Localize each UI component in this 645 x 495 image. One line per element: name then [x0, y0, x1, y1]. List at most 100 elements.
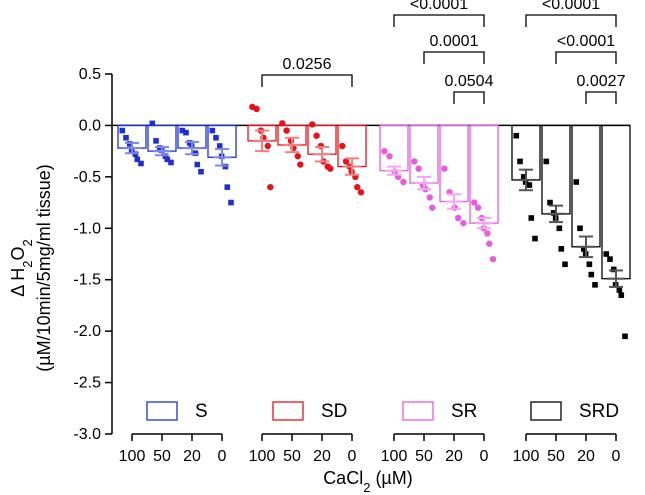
- x-tick-label: 100: [249, 448, 276, 465]
- data-point: [547, 199, 553, 206]
- y-axis-title: Δ H2O2: [8, 239, 35, 297]
- data-point: [386, 153, 393, 160]
- comparisons-group: 0.0256 <0.0001 0.0001 0.0504 <0.0001 <0.0001 0…: [261, 0, 626, 104]
- data-point: [224, 184, 231, 190]
- legend-swatch-SRD: [530, 401, 562, 421]
- data-point: [580, 246, 587, 252]
- x-tick-label: 50: [415, 448, 433, 465]
- data-point: [603, 251, 610, 257]
- data-point: [607, 256, 613, 262]
- data-point: [317, 142, 325, 150]
- y-tick-label: 0.5: [79, 66, 101, 83]
- data-point: [474, 204, 482, 211]
- legend-label-SRD: SRD: [579, 401, 619, 422]
- data-point: [168, 159, 174, 166]
- x-tick-label: 20: [445, 448, 463, 465]
- significance-bracket: [555, 51, 617, 64]
- significance-bracket: [393, 14, 485, 27]
- data-point: [460, 219, 467, 227]
- data-point: [309, 121, 316, 128]
- data-point: [454, 214, 462, 222]
- data-point: [164, 156, 171, 163]
- bar-SRD-50: [541, 124, 571, 215]
- legend-label-S: S: [195, 401, 208, 422]
- data-point: [267, 183, 274, 191]
- data-point: [339, 142, 346, 150]
- error-bars-group: [123, 129, 625, 288]
- x-tick-label: 50: [153, 448, 171, 465]
- x-tick-label: 0: [612, 448, 621, 465]
- p-value-label: <0.0001: [542, 0, 600, 13]
- data-point: [556, 225, 563, 232]
- x-tick-label: 0: [218, 448, 227, 465]
- data-point: [520, 174, 527, 180]
- y-tick-label: -1.0: [73, 220, 101, 237]
- p-value-label: 0.0027: [577, 73, 626, 90]
- p-value-label: 0.0256: [283, 56, 332, 73]
- y-axis-title-units: (µM/10min/5mg/ml tissue): [34, 164, 54, 371]
- data-point: [342, 158, 350, 165]
- x-tick-label: 20: [577, 448, 595, 465]
- data-point: [327, 165, 334, 172]
- y-tick-label: -1.5: [73, 272, 101, 289]
- x-axis-title: CaCl2 (µM): [323, 468, 413, 495]
- bar-SRD-20: [571, 124, 601, 248]
- data-point: [228, 199, 234, 206]
- y-tick-label: -2.5: [73, 375, 101, 392]
- significance-bracket: [585, 91, 617, 104]
- data-point: [213, 134, 219, 141]
- data-point: [592, 282, 598, 288]
- data-point: [400, 178, 407, 186]
- data-point: [532, 235, 538, 242]
- data-point: [426, 194, 433, 201]
- data-point: [186, 140, 193, 146]
- legend-swatch-SD: [272, 401, 304, 421]
- x-tick-label: 50: [283, 448, 301, 465]
- x-tick-label: 0: [480, 448, 489, 465]
- data-point: [517, 158, 523, 165]
- legend-swatch-SR: [402, 401, 434, 421]
- data-point: [194, 161, 201, 168]
- data-point: [586, 261, 593, 268]
- data-point: [198, 168, 204, 175]
- x-tick-label: 0: [348, 448, 357, 465]
- y-tick-label: 0.0: [79, 117, 101, 134]
- y-tick-label: -2.0: [73, 323, 101, 340]
- data-point: [357, 189, 365, 196]
- data-point: [297, 161, 304, 168]
- legend: S SD SR SRD: [146, 401, 619, 422]
- x-tick-label: 100: [381, 448, 408, 465]
- data-point: [486, 240, 493, 247]
- bar-SR-0: [469, 124, 499, 224]
- data-point: [132, 151, 139, 158]
- data-point: [441, 165, 448, 172]
- data-point: [622, 333, 628, 340]
- data-point: [543, 158, 550, 165]
- data-point: [513, 132, 520, 139]
- y-tick-label: -3.0: [73, 426, 101, 443]
- legend-label-SR: SR: [451, 401, 477, 422]
- data-point: [573, 179, 580, 185]
- data-point: [209, 127, 216, 134]
- data-point: [162, 153, 169, 160]
- y-tick-label: -0.5: [73, 169, 101, 186]
- significance-bracket: [525, 14, 617, 27]
- data-point: [264, 142, 271, 150]
- p-value-label: 0.0001: [430, 33, 479, 50]
- data-point: [484, 230, 491, 237]
- data-point: [183, 129, 189, 136]
- data-point: [253, 105, 260, 113]
- data-point: [222, 163, 229, 170]
- p-value-label: <0.0001: [410, 0, 468, 13]
- x-tick-label: 100: [513, 448, 540, 465]
- data-point: [577, 225, 583, 232]
- data-point: [192, 150, 199, 156]
- data-point: [610, 266, 617, 273]
- x-tick-label: 20: [313, 448, 331, 465]
- data-point: [134, 156, 141, 163]
- x-tick-label: 20: [183, 448, 201, 465]
- data-point: [216, 143, 223, 149]
- data-point: [562, 261, 568, 268]
- data-point: [616, 287, 623, 293]
- axes-group: 0.5 0.0 -0.5 -1.0 -1.5 -2.0 -2.5 -3.0 100 50 20 0 10…: [73, 66, 630, 465]
